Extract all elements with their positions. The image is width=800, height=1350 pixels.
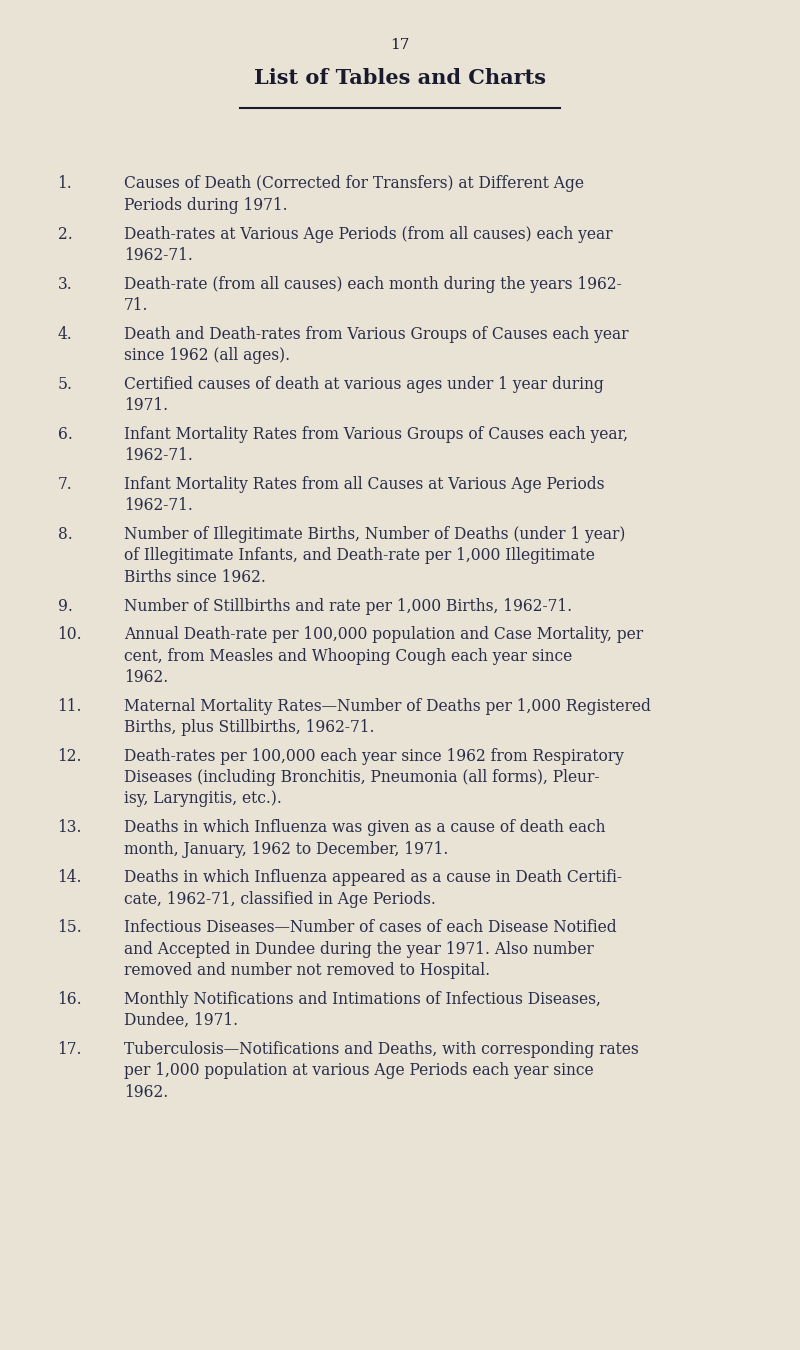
Text: 8.: 8. xyxy=(58,526,72,543)
Text: Periods during 1971.: Periods during 1971. xyxy=(124,197,288,213)
Text: 6.: 6. xyxy=(58,427,73,443)
Text: Tuberculosis—Notifications and Deaths, with corresponding rates: Tuberculosis—Notifications and Deaths, w… xyxy=(124,1041,638,1058)
Text: Infant Mortality Rates from all Causes at Various Age Periods: Infant Mortality Rates from all Causes a… xyxy=(124,477,605,493)
Text: 3.: 3. xyxy=(58,275,72,293)
Text: 71.: 71. xyxy=(124,297,149,315)
Text: 1962-71.: 1962-71. xyxy=(124,247,193,263)
Text: 17: 17 xyxy=(390,38,410,51)
Text: Births since 1962.: Births since 1962. xyxy=(124,568,266,586)
Text: 14.: 14. xyxy=(58,869,82,886)
Text: 10.: 10. xyxy=(58,626,82,643)
Text: cent, from Measles and Whooping Cough each year since: cent, from Measles and Whooping Cough ea… xyxy=(124,648,572,664)
Text: 12.: 12. xyxy=(58,748,82,764)
Text: 11.: 11. xyxy=(58,698,82,714)
Text: 1962-71.: 1962-71. xyxy=(124,447,193,464)
Text: 1962.: 1962. xyxy=(124,1084,168,1100)
Text: Deaths in which Influenza was given as a cause of death each: Deaths in which Influenza was given as a… xyxy=(124,819,606,836)
Text: isy, Laryngitis, etc.).: isy, Laryngitis, etc.). xyxy=(124,791,282,807)
Text: and Accepted in Dundee during the year 1971. Also number: and Accepted in Dundee during the year 1… xyxy=(124,941,594,957)
Text: 7.: 7. xyxy=(58,477,72,493)
Text: Maternal Mortality Rates—Number of Deaths per 1,000 Registered: Maternal Mortality Rates—Number of Death… xyxy=(124,698,651,714)
Text: 4.: 4. xyxy=(58,325,72,343)
Text: 16.: 16. xyxy=(58,991,82,1007)
Text: 1.: 1. xyxy=(58,176,72,193)
Text: Diseases (including Bronchitis, Pneumonia (all forms), Pleur-: Diseases (including Bronchitis, Pneumoni… xyxy=(124,769,599,786)
Text: Death-rates at Various Age Periods (from all causes) each year: Death-rates at Various Age Periods (from… xyxy=(124,225,613,243)
Text: since 1962 (all ages).: since 1962 (all ages). xyxy=(124,347,290,364)
Text: per 1,000 population at various Age Periods each year since: per 1,000 population at various Age Peri… xyxy=(124,1062,594,1079)
Text: Monthly Notifications and Intimations of Infectious Diseases,: Monthly Notifications and Intimations of… xyxy=(124,991,601,1007)
Text: Dundee, 1971.: Dundee, 1971. xyxy=(124,1012,238,1029)
Text: 1962.: 1962. xyxy=(124,670,168,686)
Text: 17.: 17. xyxy=(58,1041,82,1058)
Text: Number of Illegitimate Births, Number of Deaths (under 1 year): Number of Illegitimate Births, Number of… xyxy=(124,526,626,543)
Text: 9.: 9. xyxy=(58,598,73,614)
Text: Certified causes of death at various ages under 1 year during: Certified causes of death at various age… xyxy=(124,375,604,393)
Text: 5.: 5. xyxy=(58,375,73,393)
Text: 1971.: 1971. xyxy=(124,397,168,414)
Text: Infectious Diseases—Number of cases of each Disease Notified: Infectious Diseases—Number of cases of e… xyxy=(124,919,617,937)
Text: 1962-71.: 1962-71. xyxy=(124,497,193,514)
Text: List of Tables and Charts: List of Tables and Charts xyxy=(254,68,546,88)
Text: Number of Stillbirths and rate per 1,000 Births, 1962-71.: Number of Stillbirths and rate per 1,000… xyxy=(124,598,572,614)
Text: Death and Death-rates from Various Groups of Causes each year: Death and Death-rates from Various Group… xyxy=(124,325,629,343)
Text: 2.: 2. xyxy=(58,225,72,243)
Text: Death-rates per 100,000 each year since 1962 from Respiratory: Death-rates per 100,000 each year since … xyxy=(124,748,624,764)
Text: of Illegitimate Infants, and Death-rate per 1,000 Illegitimate: of Illegitimate Infants, and Death-rate … xyxy=(124,548,595,564)
Text: Causes of Death (Corrected for Transfers) at Different Age: Causes of Death (Corrected for Transfers… xyxy=(124,176,584,193)
Text: Deaths in which Influenza appeared as a cause in Death Certifi-: Deaths in which Influenza appeared as a … xyxy=(124,869,622,886)
Text: Births, plus Stillbirths, 1962-71.: Births, plus Stillbirths, 1962-71. xyxy=(124,720,374,736)
Text: Annual Death-rate per 100,000 population and Case Mortality, per: Annual Death-rate per 100,000 population… xyxy=(124,626,643,643)
Text: month, January, 1962 to December, 1971.: month, January, 1962 to December, 1971. xyxy=(124,841,448,857)
Text: Infant Mortality Rates from Various Groups of Causes each year,: Infant Mortality Rates from Various Grou… xyxy=(124,427,628,443)
Text: removed and number not removed to Hospital.: removed and number not removed to Hospit… xyxy=(124,963,490,979)
Text: 13.: 13. xyxy=(58,819,82,836)
Text: 15.: 15. xyxy=(58,919,82,937)
Text: Death-rate (from all causes) each month during the years 1962-: Death-rate (from all causes) each month … xyxy=(124,275,622,293)
Text: cate, 1962-71, classified in Age Periods.: cate, 1962-71, classified in Age Periods… xyxy=(124,891,436,907)
